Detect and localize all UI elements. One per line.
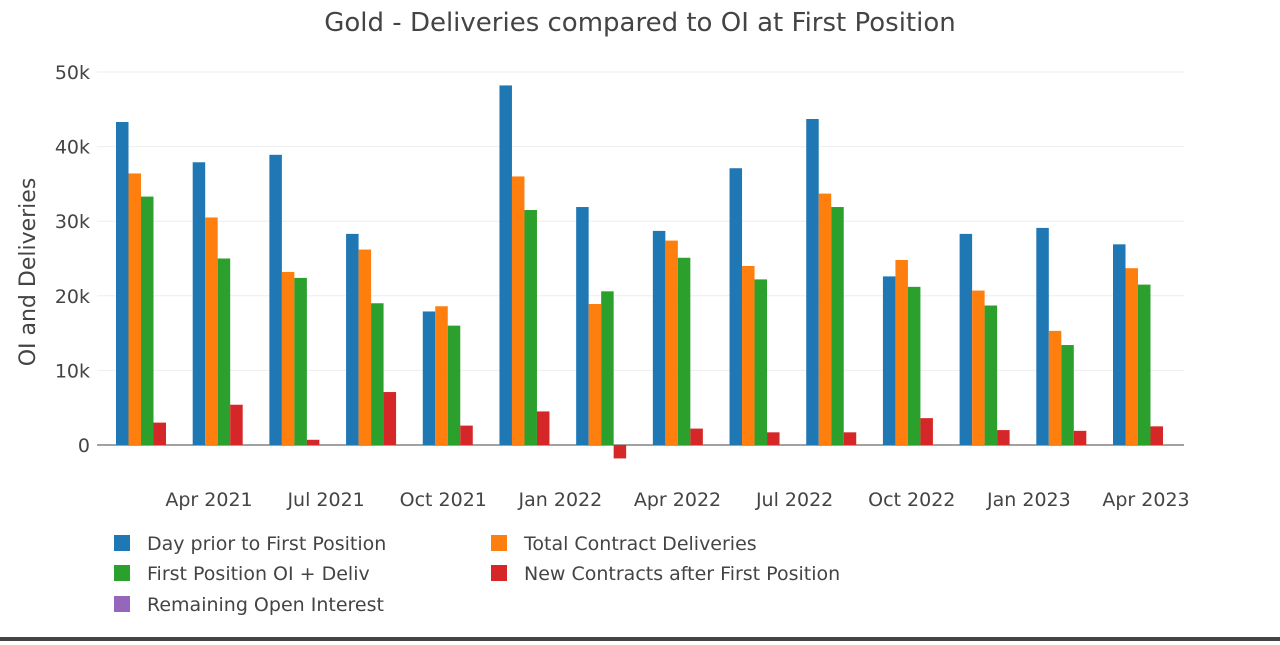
bar-new-contracts-after-first-position-aug-2022[interactable] — [843, 432, 857, 445]
bar-day-prior-to-first-position-feb-2021[interactable] — [116, 121, 129, 446]
chart-title: Gold - Deliveries compared to OI at Firs… — [324, 8, 955, 38]
legend[interactable]: Day prior to First Position Total Contrac… — [114, 533, 840, 616]
bar-first-position-oi-deliv-jun-2022[interactable] — [754, 279, 768, 445]
legend-label-first-position-oi-deliv: First Position OI + Deliv — [147, 563, 370, 585]
x-tick-jul-2022: Jul 2022 — [755, 489, 833, 511]
legend-item-total-contract-deliveries[interactable]: Total Contract Deliveries — [491, 533, 757, 555]
bar-total-contract-deliveries-jun-2021[interactable] — [281, 271, 295, 445]
y-tick-30k: 30k — [55, 211, 90, 233]
bar-first-position-oi-deliv-apr-2022[interactable] — [677, 257, 691, 445]
bar-first-position-oi-deliv-apr-2023[interactable] — [1138, 284, 1151, 445]
bar-day-prior-to-first-position-feb-2022[interactable] — [576, 207, 589, 445]
bar-new-contracts-after-first-position-apr-2022[interactable] — [690, 428, 703, 445]
bar-day-prior-to-first-position-apr-2021[interactable] — [192, 162, 206, 446]
y-axis-title: OI and Deliveries — [16, 178, 41, 367]
legend-swatch-total-contract-deliveries — [491, 535, 507, 551]
legend-swatch-remaining-open-interest — [114, 596, 130, 612]
bar-total-contract-deliveries-oct-2022[interactable] — [895, 259, 908, 445]
bar-day-prior-to-first-position-apr-2023[interactable] — [1113, 244, 1126, 445]
bar-new-contracts-after-first-position-feb-2021[interactable] — [153, 422, 167, 445]
y-tick-40k: 40k — [55, 137, 90, 159]
bar-total-contract-deliveries-oct-2021[interactable] — [435, 306, 448, 445]
bar-first-position-oi-deliv-feb-2022[interactable] — [601, 291, 614, 445]
y-tick-labels: 0 10k 20k 30k 40k 50k — [55, 62, 90, 457]
legend-swatch-day-prior-to-first-position — [114, 535, 130, 551]
legend-label-total-contract-deliveries: Total Contract Deliveries — [523, 533, 757, 555]
bar-day-prior-to-first-position-aug-2021[interactable] — [346, 233, 359, 445]
bar-day-prior-to-first-position-oct-2021[interactable] — [422, 311, 436, 445]
bar-total-contract-deliveries-dec-2021[interactable] — [511, 176, 525, 445]
bar-new-contracts-after-first-position-jun-2022[interactable] — [767, 432, 780, 445]
bar-day-prior-to-first-position-aug-2022[interactable] — [806, 118, 819, 446]
bottom-border — [0, 637, 1280, 641]
bar-total-contract-deliveries-feb-2023[interactable] — [1048, 330, 1062, 445]
bar-first-position-oi-deliv-aug-2022[interactable] — [831, 207, 844, 445]
bar-day-prior-to-first-position-dec-2021[interactable] — [499, 85, 512, 445]
bar-new-contracts-after-first-position-dec-2021[interactable] — [536, 411, 550, 445]
bar-new-contracts-after-first-position-feb-2023[interactable] — [1073, 430, 1087, 445]
legend-swatch-first-position-oi-deliv — [114, 565, 130, 581]
bar-new-contracts-after-first-position-oct-2021[interactable] — [460, 425, 473, 445]
bar-new-contracts-after-first-position-dec-2022[interactable] — [997, 430, 1010, 445]
legend-item-new-contracts-after-first-position[interactable]: New Contracts after First Position — [491, 563, 840, 585]
x-tick-apr-2023: Apr 2023 — [1102, 489, 1189, 511]
bar-day-prior-to-first-position-apr-2022[interactable] — [652, 230, 666, 445]
bar-day-prior-to-first-position-jun-2021[interactable] — [269, 154, 282, 445]
y-tick-50k: 50k — [55, 62, 90, 84]
bar-total-contract-deliveries-apr-2021[interactable] — [205, 217, 218, 445]
legend-item-remaining-open-interest[interactable]: Remaining Open Interest — [114, 594, 384, 616]
bar-first-position-oi-deliv-feb-2023[interactable] — [1061, 345, 1074, 445]
bar-first-position-oi-deliv-jun-2021[interactable] — [294, 277, 307, 445]
bar-new-contracts-after-first-position-oct-2022[interactable] — [920, 418, 933, 445]
gridlines — [97, 71, 1184, 446]
bar-first-position-oi-deliv-oct-2022[interactable] — [907, 286, 921, 445]
bar-total-contract-deliveries-dec-2022[interactable] — [972, 290, 985, 445]
bar-total-contract-deliveries-feb-2022[interactable] — [588, 304, 602, 445]
x-tick-jul-2021: Jul 2021 — [286, 489, 364, 511]
bar-total-contract-deliveries-jun-2022[interactable] — [742, 265, 755, 445]
bar-total-contract-deliveries-aug-2022[interactable] — [818, 193, 832, 445]
y-tick-10k: 10k — [55, 360, 90, 382]
bar-new-contracts-after-first-position-aug-2021[interactable] — [383, 392, 397, 445]
bar-new-contracts-after-first-position-feb-2022[interactable] — [613, 445, 627, 459]
legend-label-remaining-open-interest: Remaining Open Interest — [147, 594, 384, 616]
bar-total-contract-deliveries-apr-2022[interactable] — [665, 240, 678, 445]
legend-label-new-contracts-after-first-position: New Contracts after First Position — [524, 563, 840, 585]
bar-new-contracts-after-first-position-jun-2021[interactable] — [306, 439, 320, 445]
legend-swatch-new-contracts-after-first-position — [491, 565, 507, 581]
x-tick-labels: Apr 2021 Jul 2021 Oct 2021 Jan 2022 Apr 2022… — [165, 489, 1189, 511]
bar-day-prior-to-first-position-dec-2022[interactable] — [959, 233, 973, 445]
x-tick-apr-2021: Apr 2021 — [165, 489, 252, 511]
legend-item-first-position-oi-deliv[interactable]: First Position OI + Deliv — [114, 563, 370, 585]
bar-total-contract-deliveries-aug-2021[interactable] — [358, 249, 372, 445]
bar-first-position-oi-deliv-aug-2021[interactable] — [371, 303, 384, 445]
x-tick-oct-2022: Oct 2022 — [868, 489, 955, 511]
bar-total-contract-deliveries-apr-2023[interactable] — [1125, 268, 1139, 445]
bar-day-prior-to-first-position-oct-2022[interactable] — [882, 276, 896, 445]
bars — [116, 85, 1164, 459]
legend-item-day-prior-to-first-position[interactable]: Day prior to First Position — [114, 533, 386, 555]
bar-day-prior-to-first-position-jun-2022[interactable] — [729, 168, 743, 445]
x-tick-apr-2022: Apr 2022 — [634, 489, 721, 511]
bar-first-position-oi-deliv-feb-2021[interactable] — [141, 196, 154, 445]
bar-first-position-oi-deliv-oct-2021[interactable] — [447, 325, 461, 445]
x-tick-jan-2022: Jan 2022 — [518, 489, 603, 511]
x-tick-jan-2023: Jan 2023 — [986, 489, 1071, 511]
legend-label-day-prior-to-first-position: Day prior to First Position — [147, 533, 386, 555]
bar-total-contract-deliveries-feb-2021[interactable] — [128, 173, 142, 445]
y-tick-0: 0 — [78, 435, 90, 457]
bar-day-prior-to-first-position-feb-2023[interactable] — [1036, 227, 1049, 445]
x-tick-oct-2021: Oct 2021 — [400, 489, 487, 511]
bar-first-position-oi-deliv-dec-2022[interactable] — [984, 305, 998, 445]
bar-new-contracts-after-first-position-apr-2021[interactable] — [230, 404, 243, 445]
bar-first-position-oi-deliv-dec-2021[interactable] — [524, 210, 537, 445]
bar-first-position-oi-deliv-apr-2021[interactable] — [217, 258, 231, 446]
y-tick-20k: 20k — [55, 286, 90, 308]
bar-new-contracts-after-first-position-apr-2023[interactable] — [1150, 426, 1164, 445]
